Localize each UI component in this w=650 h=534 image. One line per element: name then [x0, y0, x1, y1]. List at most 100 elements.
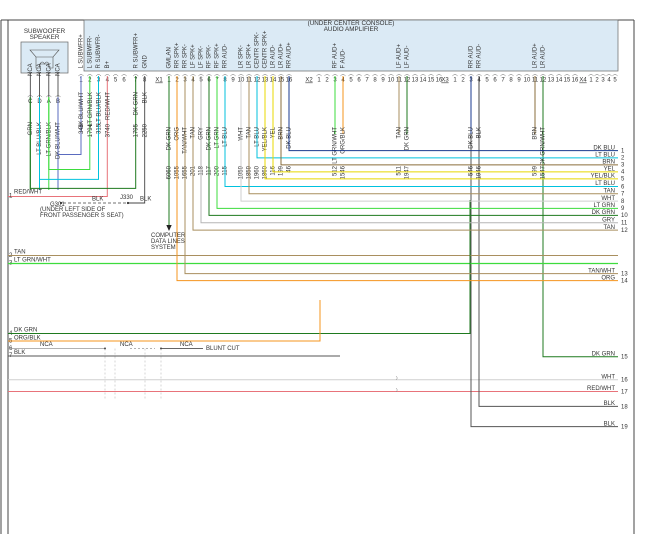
svg-text:BLK: BLK — [604, 421, 615, 427]
svg-text:BLK: BLK — [140, 197, 151, 203]
svg-text:13: 13 — [621, 271, 628, 277]
svg-text:TAN: TAN — [603, 225, 615, 231]
svg-text:2: 2 — [621, 156, 625, 162]
svg-text:L SUBWFR-: L SUBWFR- — [87, 36, 93, 69]
svg-text:6: 6 — [122, 78, 126, 84]
svg-text:TAN: TAN — [247, 127, 253, 139]
svg-text:WHT: WHT — [601, 196, 615, 202]
svg-text:14: 14 — [556, 78, 563, 84]
svg-text:14: 14 — [420, 78, 427, 84]
svg-text:X2: X2 — [305, 78, 313, 84]
svg-text:511: 511 — [397, 165, 403, 175]
svg-text:LT GRN/WHT: LT GRN/WHT — [14, 258, 51, 264]
svg-text:LR SPK-: LR SPK- — [239, 45, 245, 68]
svg-text:RF AUD+: RF AUD+ — [333, 42, 339, 68]
svg-text:RR AUD-: RR AUD- — [223, 44, 229, 69]
svg-text:DK BLU/WHT: DK BLU/WHT — [79, 92, 85, 129]
svg-text:SPEAKER: SPEAKER — [30, 34, 60, 41]
svg-text:17: 17 — [621, 390, 628, 396]
svg-text:DK GRN/WHT: DK GRN/WHT — [541, 127, 547, 166]
svg-text:TAN: TAN — [603, 189, 615, 195]
svg-text:DK BLU: DK BLU — [287, 127, 293, 149]
svg-text:BRN: BRN — [279, 127, 285, 140]
svg-text:115: 115 — [223, 165, 229, 175]
svg-text:BLUNT CUT: BLUNT CUT — [206, 346, 240, 352]
svg-text:19: 19 — [621, 425, 628, 431]
svg-text:546: 546 — [469, 165, 475, 176]
svg-text:R SUBWFR+: R SUBWFR+ — [133, 33, 139, 69]
svg-text:BLK: BLK — [14, 350, 25, 356]
svg-text:LT BLU/BLK: LT BLU/BLK — [97, 92, 103, 125]
svg-text:16: 16 — [572, 78, 579, 84]
svg-text:118: 118 — [199, 165, 205, 175]
svg-text:RR SPK-: RR SPK- — [183, 44, 189, 68]
svg-text:LR AUD-: LR AUD- — [271, 45, 277, 69]
svg-text:18: 18 — [621, 404, 628, 410]
svg-text:599: 599 — [533, 165, 539, 176]
svg-text:3: 3 — [601, 78, 605, 84]
svg-text:GMLAN: GMLAN — [167, 47, 173, 68]
svg-text:SYSTEM: SYSTEM — [151, 245, 176, 251]
svg-text:BLK: BLK — [143, 92, 149, 103]
svg-text:WHT: WHT — [239, 127, 245, 141]
svg-text:13: 13 — [412, 78, 419, 84]
svg-text:LR AUD-: LR AUD- — [541, 45, 547, 69]
svg-text:DK BLU/WHT: DK BLU/WHT — [56, 122, 62, 159]
svg-text:5: 5 — [485, 78, 489, 84]
svg-text:LT GRN/BLK: LT GRN/BLK — [88, 92, 94, 126]
svg-text:4: 4 — [621, 170, 625, 176]
svg-text:6: 6 — [357, 78, 361, 84]
svg-text:7: 7 — [501, 78, 505, 84]
svg-text:ORG/BLK: ORG/BLK — [341, 127, 347, 154]
svg-text:DK GRN: DK GRN — [134, 92, 140, 115]
svg-text:200: 200 — [215, 165, 221, 176]
svg-text:LT BLU: LT BLU — [223, 127, 229, 147]
svg-text:10: 10 — [524, 78, 531, 84]
svg-text:6: 6 — [9, 346, 13, 352]
svg-text:11: 11 — [621, 221, 628, 227]
svg-text:3740: 3740 — [105, 123, 111, 137]
svg-text:2: 2 — [325, 78, 329, 84]
svg-text:RF SPK+: RF SPK+ — [215, 43, 221, 69]
svg-text:1794: 1794 — [88, 123, 94, 137]
svg-text:DK GRN: DK GRN — [14, 328, 37, 334]
svg-text:13: 13 — [548, 78, 555, 84]
svg-text:BLK: BLK — [92, 197, 103, 203]
svg-text:RED/WHT: RED/WHT — [14, 190, 42, 196]
svg-text:X1: X1 — [155, 78, 163, 84]
svg-text:RED/WHT: RED/WHT — [105, 92, 111, 120]
svg-text:CENTR SPK-: CENTR SPK- — [255, 32, 261, 68]
svg-text:WHT: WHT — [601, 374, 615, 380]
svg-text:LT GRN/BLK: LT GRN/BLK — [47, 122, 53, 156]
svg-text:LF SPK+: LF SPK+ — [191, 44, 197, 69]
svg-text:LT BLU/BLK: LT BLU/BLK — [37, 122, 43, 155]
svg-text:RED/WHT: RED/WHT — [587, 386, 615, 392]
svg-text:GRY: GRY — [602, 218, 615, 224]
svg-text:1955: 1955 — [175, 165, 181, 179]
svg-text:9: 9 — [381, 78, 385, 84]
svg-text:DK GRN: DK GRN — [592, 351, 615, 357]
svg-text:DK GRN: DK GRN — [207, 127, 213, 150]
svg-text:1: 1 — [317, 78, 321, 84]
svg-text:ORG: ORG — [175, 127, 181, 141]
svg-text:2: 2 — [461, 78, 465, 84]
svg-text:6: 6 — [621, 184, 625, 190]
svg-text:X3: X3 — [441, 78, 449, 84]
svg-text:1959: 1959 — [239, 165, 245, 179]
svg-text:YEL: YEL — [271, 126, 277, 138]
svg-text:3: 3 — [621, 163, 625, 169]
svg-text:YEL: YEL — [604, 167, 616, 173]
svg-text:6060: 6060 — [167, 165, 173, 179]
svg-text:CENTR SPK+: CENTR SPK+ — [263, 30, 269, 68]
svg-text:1860: 1860 — [263, 165, 269, 179]
svg-text:2250: 2250 — [143, 123, 149, 137]
svg-text:346: 346 — [79, 123, 85, 134]
svg-text:9: 9 — [517, 78, 521, 84]
svg-text:F AUD-: F AUD- — [341, 49, 347, 69]
svg-text:5: 5 — [114, 78, 118, 84]
svg-text:NCA: NCA — [28, 63, 34, 76]
svg-text:BRN: BRN — [533, 127, 539, 140]
svg-text:LT BLU: LT BLU — [595, 153, 615, 159]
svg-text:6: 6 — [493, 78, 497, 84]
svg-text:9: 9 — [231, 78, 235, 84]
